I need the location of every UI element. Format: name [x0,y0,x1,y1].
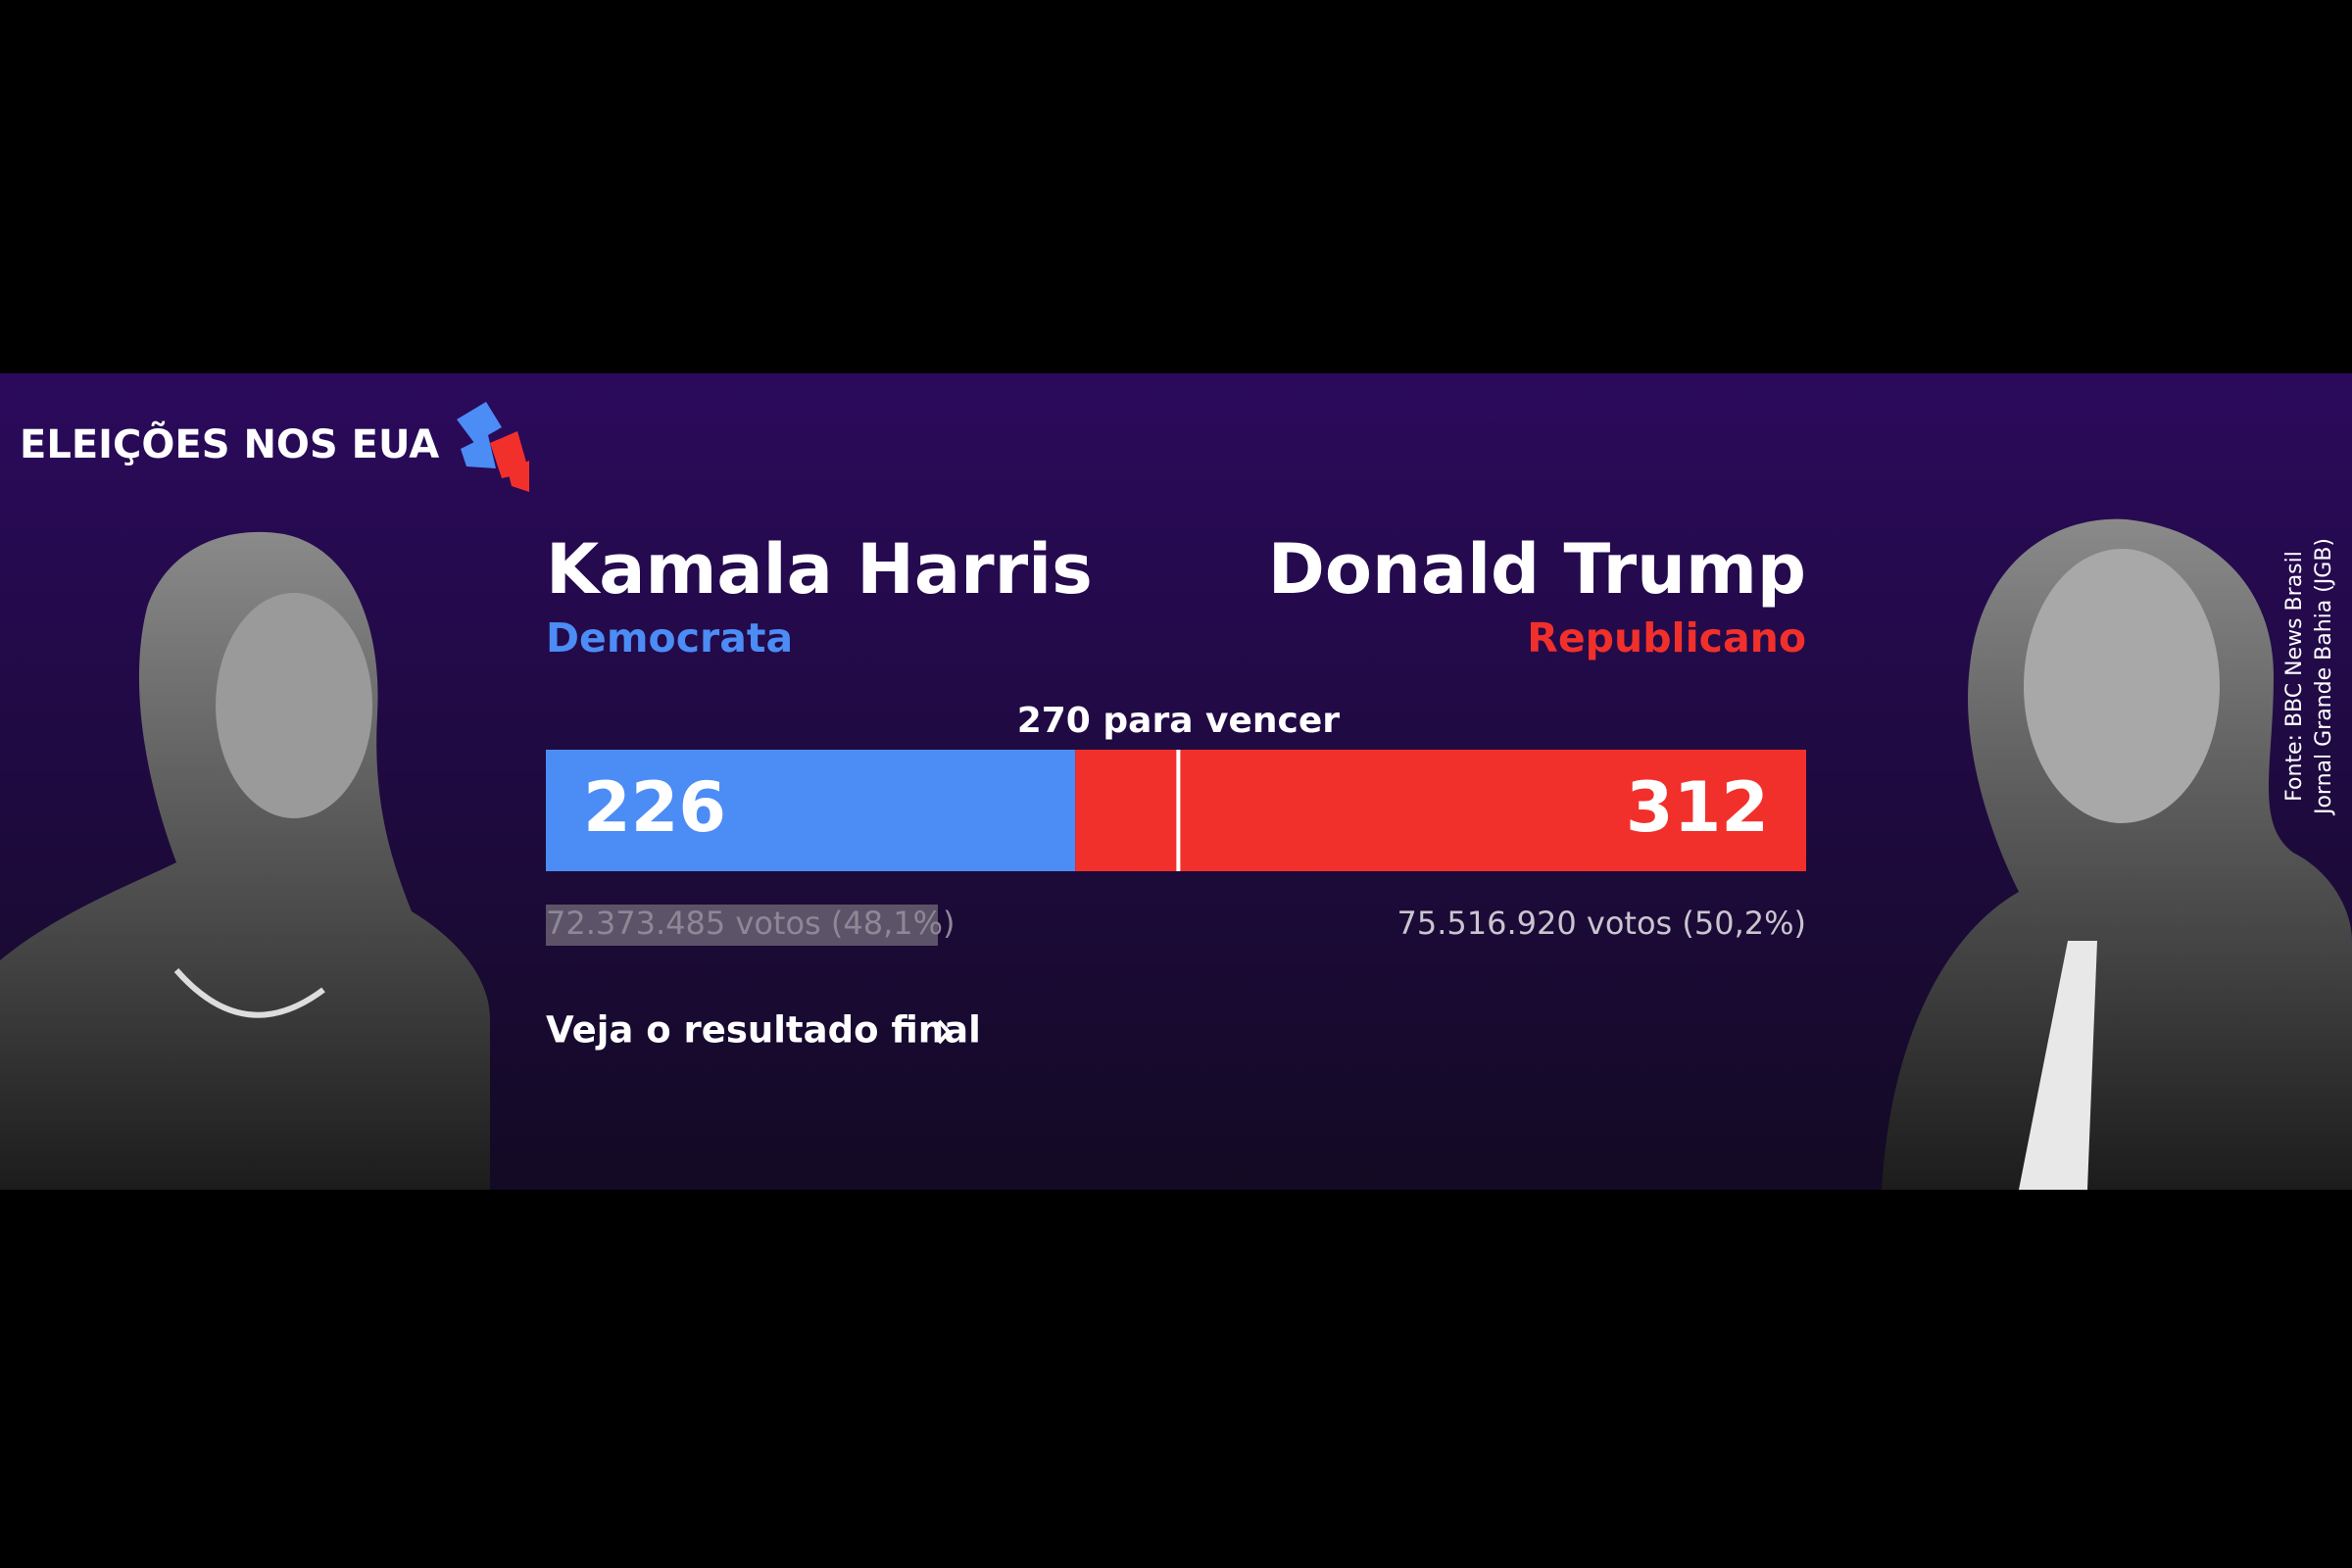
electoral-votes: 312 [1626,767,1769,848]
trump-photo [1882,518,2352,1190]
electoral-bar [546,750,1076,871]
section-title: ELEIÇÕES NOS EUA [20,420,439,467]
harris-photo [0,531,490,1190]
link-chevron[interactable] [937,1019,952,1045]
source-line: Fonte: BBC News Brasil [2282,551,2307,802]
electoral-votes: 226 [583,767,726,848]
popular-votes: 75.516.920 votos (50,2%) [1397,905,1807,942]
candidate-party: Republicano [1527,614,1806,662]
logo [457,402,529,492]
results-link[interactable]: Veja o resultado final [546,1009,981,1052]
text-selection [546,905,938,946]
electoral-bar [1075,750,1806,871]
candidate-party: Democrata [546,614,793,662]
source-line: Jornal Grande Bahia (JGB) [2312,538,2336,816]
candidate-name: Kamala Harris [546,529,1093,610]
candidate-name: Donald Trump [1268,529,1806,610]
threshold-label: 270 para vencer [1017,701,1341,741]
popular-votes: 72.373.485 votos (48,1%) [546,905,956,942]
